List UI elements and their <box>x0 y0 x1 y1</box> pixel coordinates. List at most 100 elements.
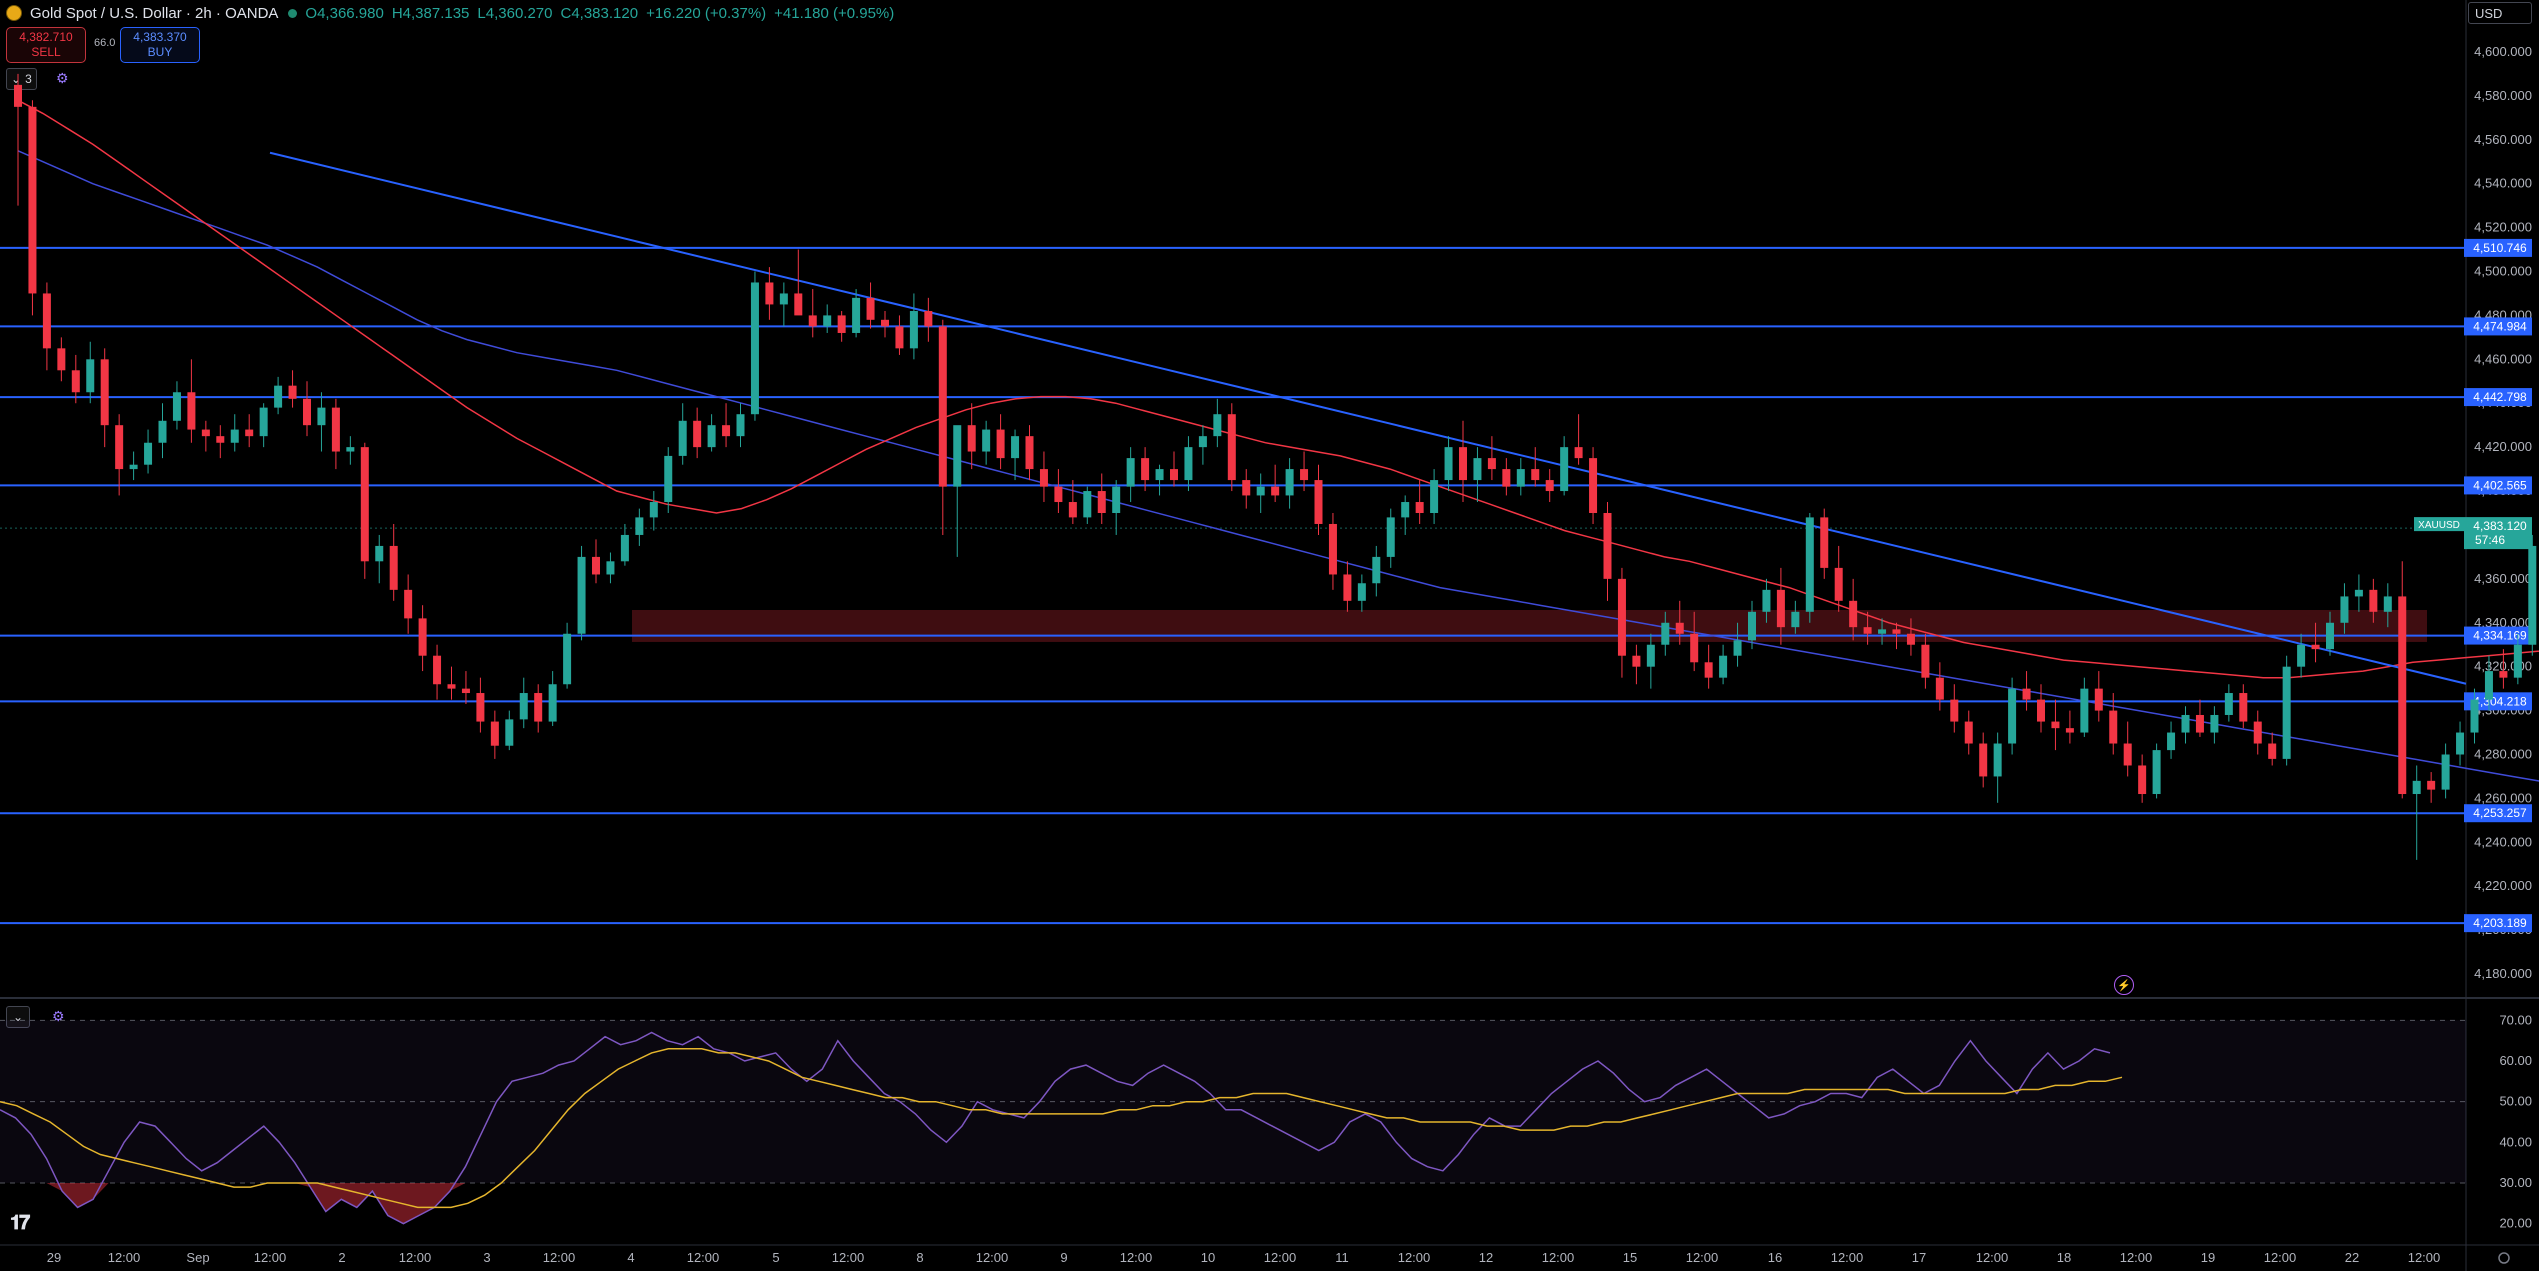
candle-body <box>1906 633 1915 645</box>
price-tick-label: 4,260.000 <box>2474 790 2532 805</box>
candle-body <box>1516 469 1525 487</box>
level-price-tag <box>2464 804 2532 823</box>
candle-body <box>1011 436 1020 459</box>
candle-body <box>2094 688 2103 711</box>
candle-body <box>2181 714 2190 733</box>
buy-price: 4,383.370 <box>133 30 187 44</box>
candle-body <box>2253 721 2262 744</box>
time-axis-label: 4 <box>627 1250 634 1265</box>
candle-body <box>1415 502 1424 513</box>
ohlc-low: L4,360.270 <box>477 4 553 22</box>
candle-body <box>2412 780 2421 795</box>
candle-body <box>1357 583 1366 601</box>
price-tick-label: 4,420.000 <box>2474 439 2532 454</box>
sell-label: SELL <box>31 45 61 59</box>
sell-price: 4,382.710 <box>19 30 73 44</box>
candle-body <box>2123 743 2132 766</box>
market-status-icon <box>288 8 298 18</box>
last-price-tag <box>2464 517 2532 550</box>
candle-body <box>1545 480 1554 492</box>
rsi-tick-label: 50.00 <box>2499 1094 2532 1109</box>
time-axis-label: 11 <box>1335 1250 1349 1265</box>
level-price-label: 4,442.798 <box>2473 390 2527 404</box>
candle-body <box>288 385 297 399</box>
buy-button[interactable]: 4,383.370 BUY <box>120 27 200 63</box>
level-price-label: 4,203.189 <box>2473 916 2527 930</box>
candle-body <box>1155 469 1164 481</box>
candle-body <box>2340 596 2349 623</box>
time-axis-label: 12:00 <box>2264 1250 2297 1265</box>
candle-body <box>563 633 572 685</box>
candle-body <box>1979 743 1988 777</box>
candle-body <box>707 425 716 448</box>
candle-body <box>620 534 629 562</box>
candle-body <box>678 420 687 456</box>
candle-body <box>664 455 673 503</box>
gold-coin-icon <box>6 5 22 21</box>
sell-button[interactable]: 4,382.710 SELL <box>6 27 86 63</box>
candle-body <box>837 315 846 333</box>
candle-body <box>274 385 283 408</box>
candle-body <box>1531 469 1540 481</box>
candle-body <box>1141 458 1150 481</box>
candle-body <box>1083 491 1092 518</box>
time-axis-label: 17 <box>1912 1250 1926 1265</box>
candle-body <box>1372 556 1381 584</box>
candle-body <box>1776 589 1785 628</box>
resistance-zone <box>632 609 2427 642</box>
candle-body <box>1805 517 1814 612</box>
candle-body <box>1473 458 1482 481</box>
candle-body <box>519 693 528 720</box>
candle-body <box>1719 655 1728 678</box>
candle-body <box>996 429 1005 459</box>
level-price-tag <box>2464 626 2532 645</box>
candle-body <box>1112 486 1121 513</box>
candle-body <box>2195 714 2204 733</box>
time-axis-label: 12:00 <box>687 1250 720 1265</box>
symbol-header: Gold Spot / U.S. Dollar · 2h · OANDA O4,… <box>6 2 894 24</box>
candle-body <box>1603 513 1612 579</box>
buy-label: BUY <box>147 45 173 59</box>
candle-body <box>490 721 499 746</box>
candle-body <box>1184 447 1193 481</box>
time-axis-label: 12:00 <box>1831 1250 1864 1265</box>
chevron-down-icon: ⌄ <box>12 1010 24 1024</box>
ohlc-change: +16.220 (+0.37%) <box>646 4 767 22</box>
rsi-ma-line <box>0 1048 2123 1209</box>
time-axis-label: 12:00 <box>2408 1250 2441 1265</box>
candle-body <box>2008 688 2017 744</box>
candle-body <box>2369 589 2378 612</box>
time-axis-label: Sep <box>186 1250 209 1265</box>
time-axis-label: 8 <box>916 1250 923 1265</box>
currency-selector[interactable]: USD <box>2468 2 2532 24</box>
symbol-title[interactable]: Gold Spot / U.S. Dollar · 2h · OANDA <box>30 4 279 22</box>
candle-body <box>1950 699 1959 722</box>
candle-body <box>2080 688 2089 733</box>
level-price-tag <box>2464 914 2532 933</box>
settings-gear-icon[interactable]: ⚙ <box>56 70 69 86</box>
candle-body <box>86 359 95 393</box>
rsi-pane-toggle-button[interactable]: ⌄ <box>6 1006 30 1028</box>
candle-body <box>42 293 51 349</box>
candle-body <box>1935 677 1944 700</box>
candle-body <box>794 293 803 316</box>
downtrend-line <box>269 151 2467 685</box>
candle-body <box>14 84 22 107</box>
time-axis-label: 12:00 <box>399 1250 432 1265</box>
level-price-tag <box>2464 238 2532 257</box>
lightning-icon[interactable]: ⚡ <box>2114 975 2134 995</box>
candle-body <box>1054 486 1063 503</box>
time-axis-label: 15 <box>1623 1250 1637 1265</box>
candle-body <box>1646 644 1655 667</box>
level-price-tag <box>2464 317 2532 336</box>
candle-body <box>447 684 456 689</box>
time-axis-label: 12:00 <box>254 1250 287 1265</box>
tradingview-logo-icon: 𝟏𝟕 <box>10 1212 30 1234</box>
candle-body <box>1993 743 2002 777</box>
symbol-tag-label: XAUUSD <box>2418 520 2460 531</box>
candle-body <box>230 429 239 443</box>
candle-body <box>1459 447 1467 481</box>
time-axis-label: 12:00 <box>1398 1250 1431 1265</box>
time-axis-label: 16 <box>1768 1250 1782 1265</box>
